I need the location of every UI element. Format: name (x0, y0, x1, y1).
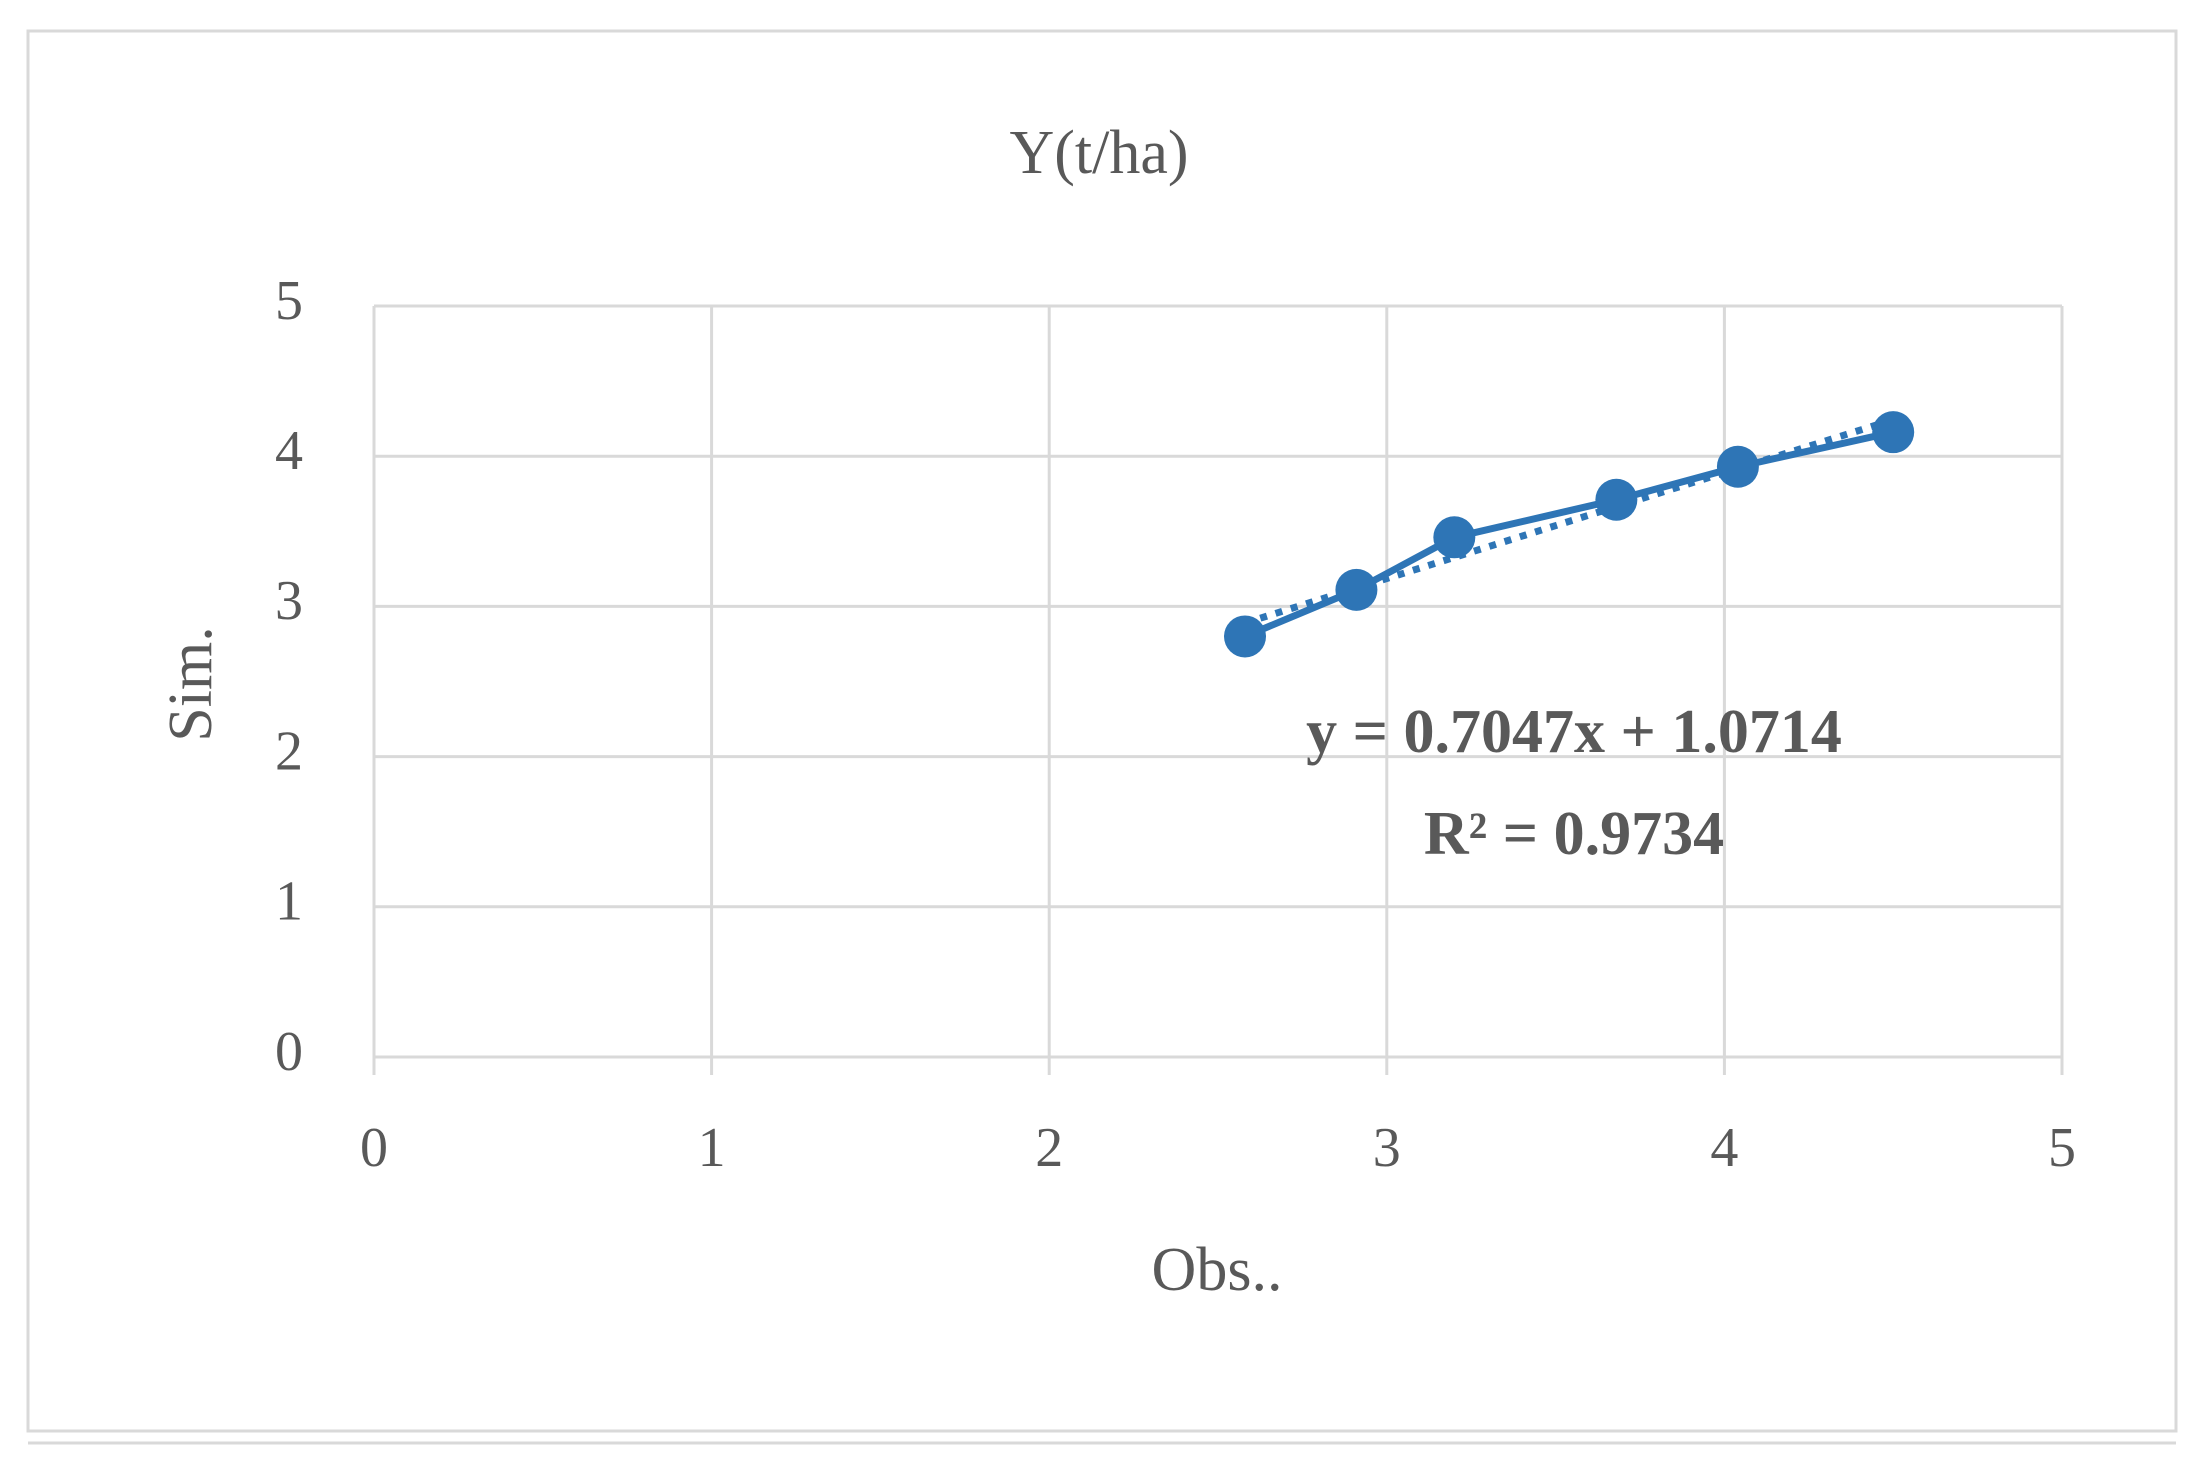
x-tick-label: 0 (360, 1117, 388, 1179)
x-tick-label: 4 (1710, 1117, 1738, 1179)
point (1872, 411, 1915, 454)
point (1335, 568, 1378, 611)
chart-frame (26, 29, 2178, 1433)
x-tick-label: 5 (2048, 1117, 2076, 1179)
y-tick-label: 0 (275, 1021, 303, 1083)
y-tick-label: 3 (275, 570, 303, 632)
y-tick-label: 4 (275, 420, 303, 482)
annotation: y = 0.7047x + 1.0714 (1306, 698, 1842, 766)
x-axis-title: Obs.. (1152, 1236, 1283, 1304)
x-tick-label: 1 (698, 1117, 726, 1179)
chart-title: Y(t/ha) (1009, 119, 1188, 187)
point (1224, 615, 1267, 658)
point (1595, 478, 1638, 521)
point (1716, 445, 1759, 488)
point (1433, 516, 1476, 559)
y-tick-label: 5 (275, 270, 303, 332)
x-tick-label: 3 (1373, 1117, 1401, 1179)
y-tick-label: 2 (275, 720, 303, 782)
annotation: R² = 0.9734 (1424, 800, 1724, 868)
plot (1224, 411, 1915, 658)
y-axis-title: Sim. (157, 626, 225, 741)
x-tick-label: 2 (1035, 1117, 1063, 1179)
grid (372, 304, 2064, 1075)
y-tick-label: 1 (275, 871, 303, 933)
